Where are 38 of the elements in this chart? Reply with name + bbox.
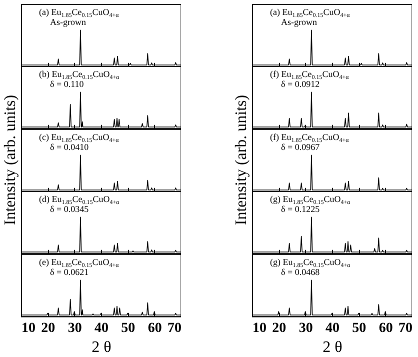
text: (f) Eu$_{1.85}$Ce$_{0.15}$CuO$_{4+α}$ <box>270 132 349 144</box>
text: δ = 0.1225 <box>281 204 320 214</box>
text: (f) Eu$_{1.85}$Ce$_{0.15}$CuO$_{4+α}$ <box>270 69 349 82</box>
text: (g) Eu$_{1.85}$Ce$_{0.15}$CuO$_{4+α}$ <box>270 194 350 206</box>
x-tick-label: 20 <box>41 320 56 336</box>
x-tick-label: 60 <box>378 320 393 336</box>
x-tick-label: 40 <box>94 320 108 336</box>
x-axis-title: 2 θ <box>92 338 112 356</box>
text: δ = 0.110 <box>50 79 84 90</box>
text: (d) Eu$_{1.85}$Ce$_{0.15}$CuO$_{4+α}$ <box>39 194 120 206</box>
text: δ = 0.0345 <box>50 204 89 214</box>
text: As-grown <box>50 17 86 27</box>
text: (a) Eu$_{1.85}$Ce$_{0.15}$CuO$_{4+α}$ <box>270 7 350 19</box>
text: (c) Eu$_{1.85}$Ce$_{0.15}$CuO$_{4+α}$ <box>39 132 119 144</box>
x-tick-label: 40 <box>326 320 340 336</box>
text: (e) Eu$_{1.85}$Ce$_{0.15}$CuO$_{4+α}$ <box>39 256 119 269</box>
x-tick-label: 50 <box>352 320 366 336</box>
y-axis-title: Intensity (arb. units) <box>233 94 251 226</box>
text: (b) Eu$_{1.85}$Ce$_{0.15}$CuO$_{4+α}$ <box>39 69 120 82</box>
x-tick-label: 50 <box>121 320 136 336</box>
y-axis-title: Intensity (arb. units) <box>2 94 20 226</box>
text: δ = 0.0621 <box>50 266 89 277</box>
text: δ = 0.0967 <box>281 142 320 152</box>
x-tick-label: 30 <box>298 320 313 336</box>
text: δ = 0.0912 <box>281 79 320 90</box>
text: δ = 0.0410 <box>50 142 89 152</box>
x-tick-label: 60 <box>148 320 162 336</box>
x-tick-label: 20 <box>272 320 286 336</box>
x-tick-label: 70 <box>398 320 412 336</box>
text: (g) Eu$_{1.85}$Ce$_{0.15}$CuO$_{4+α}$ <box>270 256 350 269</box>
x-tick-label: 10 <box>252 320 266 336</box>
x-tick-label: 10 <box>22 320 36 336</box>
text: (a) Eu$_{1.85}$Ce$_{0.15}$CuO$_{4+α}$ <box>39 7 119 19</box>
x-tick-label: 30 <box>68 320 82 336</box>
text: As-grown <box>281 17 317 27</box>
x-axis-title: 2 θ <box>322 338 342 356</box>
x-tick-label: 70 <box>168 320 182 336</box>
text: δ = 0.0468 <box>281 266 320 277</box>
